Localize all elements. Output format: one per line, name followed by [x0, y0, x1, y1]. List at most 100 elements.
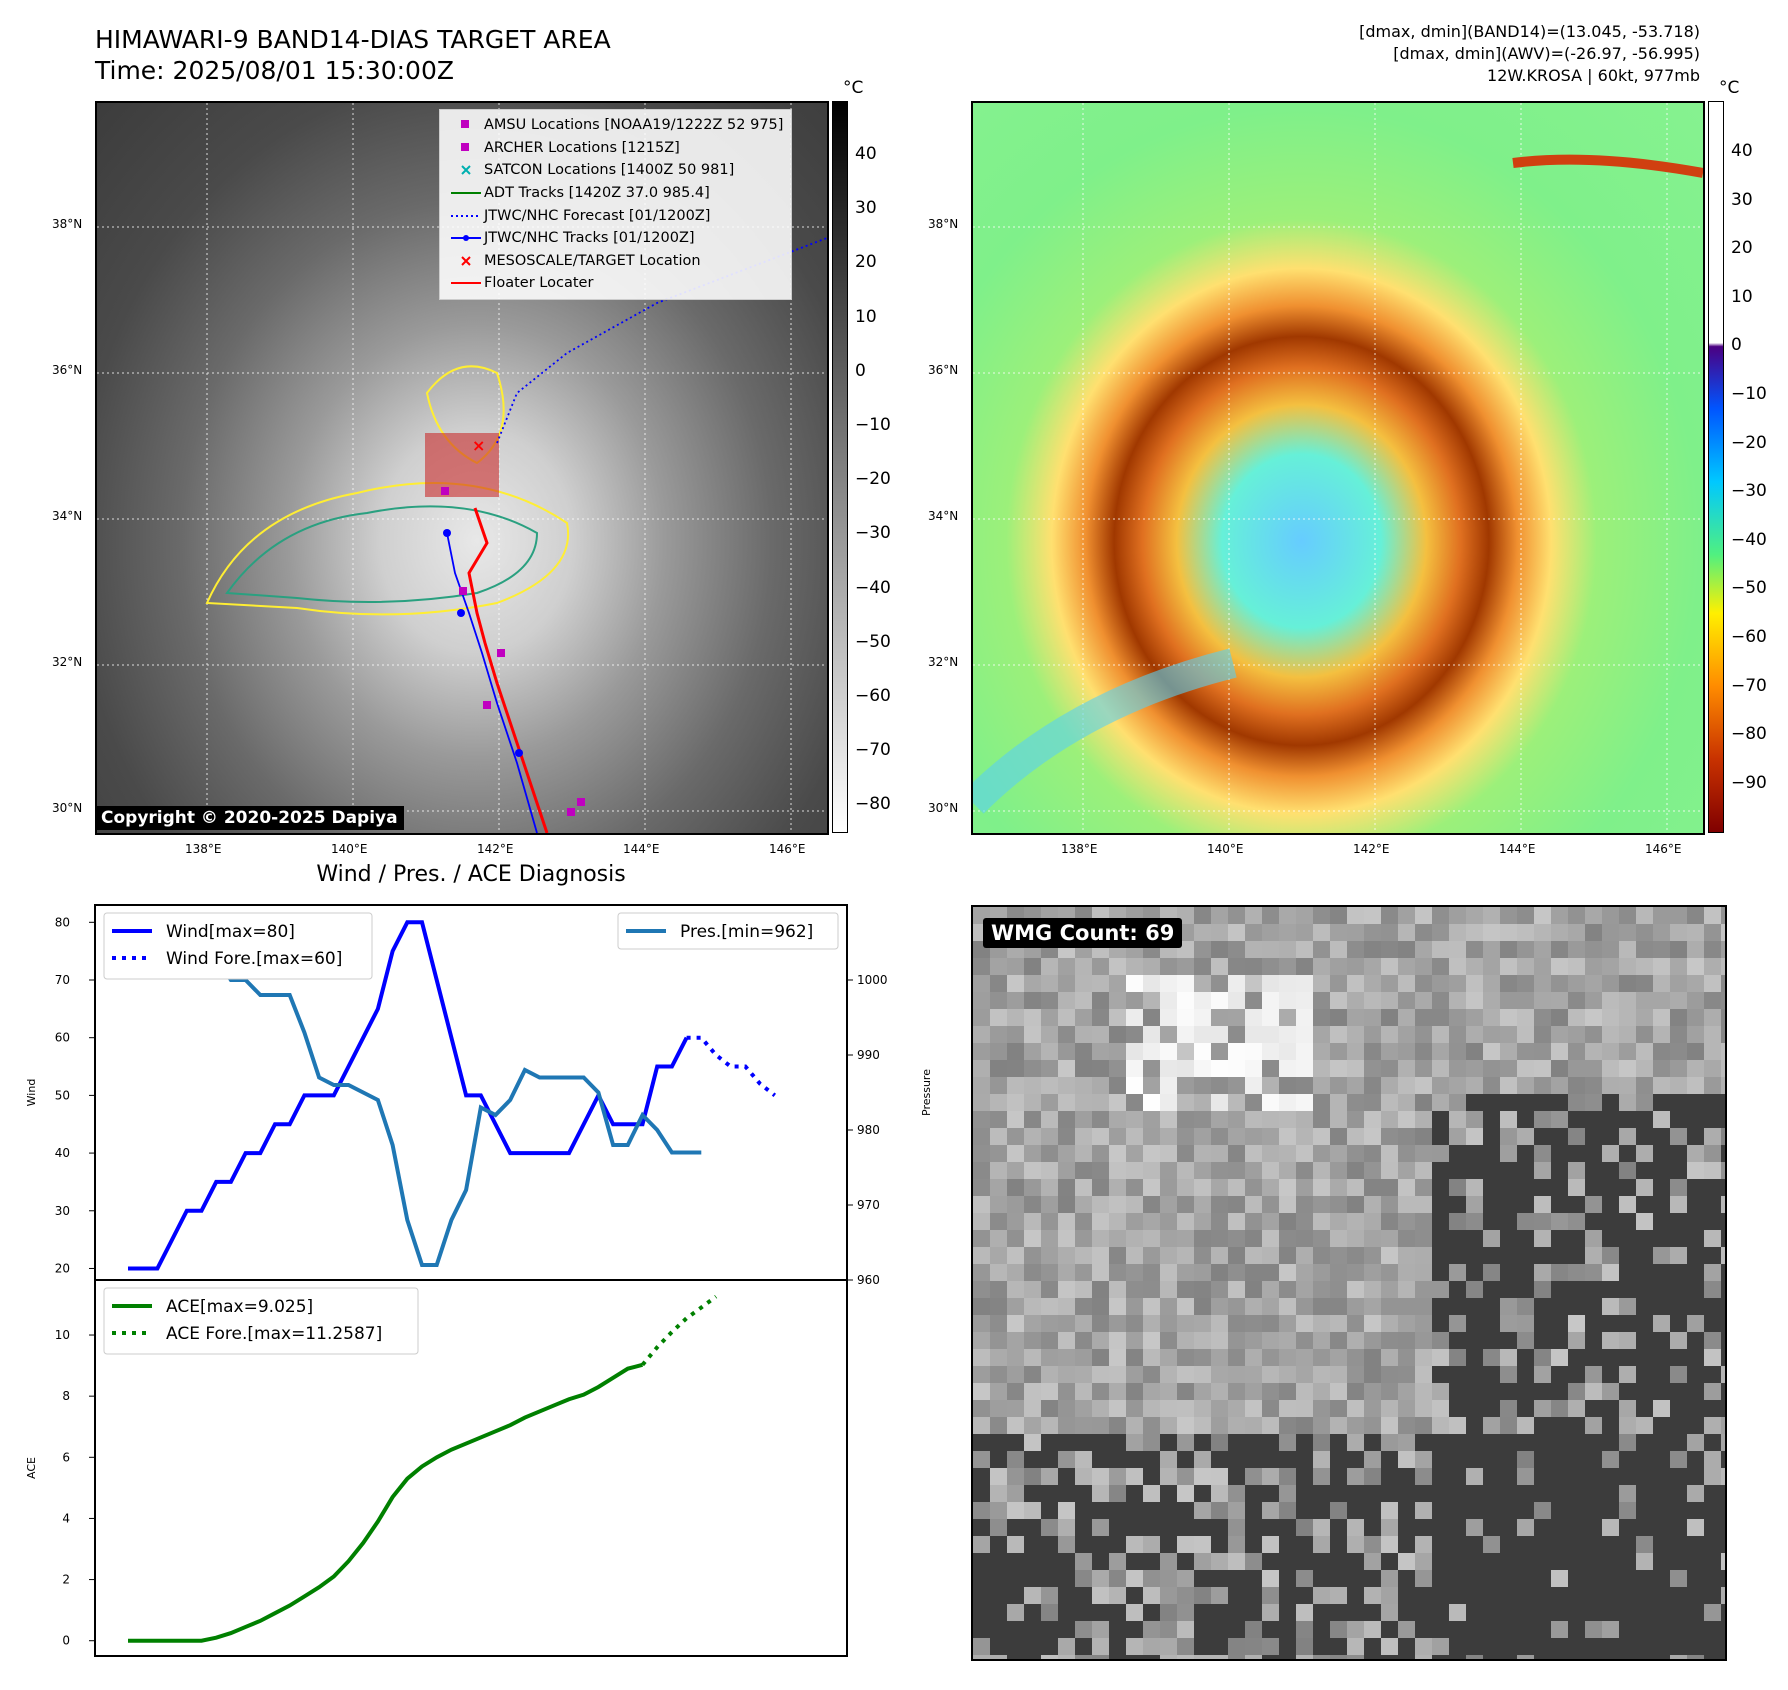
wmg-cell: [1551, 1009, 1568, 1026]
wmg-cell: [1483, 1536, 1500, 1553]
wmg-cell: [1551, 1621, 1568, 1638]
wmg-cell: [1143, 1128, 1160, 1145]
wmg-cell: [1483, 1179, 1500, 1196]
wmg-cell: [1330, 1383, 1347, 1400]
wmg-cell: [1279, 975, 1296, 992]
wmg-cell: [1687, 1502, 1704, 1519]
wmg-cell: [973, 1638, 990, 1655]
wmg-cell: [1126, 1111, 1143, 1128]
colorbar-tick-label: −50: [855, 631, 891, 652]
wmg-cell: [1483, 1162, 1500, 1179]
wmg-cell: [1007, 1213, 1024, 1230]
wmg-cell: [1585, 1451, 1602, 1468]
wmg-cell: [1670, 1128, 1687, 1145]
colorbar-tick-label: −60: [1731, 627, 1767, 647]
wmg-cell: [1109, 992, 1126, 1009]
wmg-cell: [1721, 1247, 1725, 1264]
wmg-cell: [1381, 1519, 1398, 1536]
wmg-cell: [1228, 1298, 1245, 1315]
wmg-cell: [1041, 975, 1058, 992]
wmg-cell: [1330, 1213, 1347, 1230]
wmg-cell: [1024, 1468, 1041, 1485]
wmg-cell: [1636, 1060, 1653, 1077]
wmg-cell: [1143, 1298, 1160, 1315]
wmg-cell: [1517, 1349, 1534, 1366]
wmg-cell: [1075, 1213, 1092, 1230]
wmg-cell: [1330, 1621, 1347, 1638]
wmg-cell: [1330, 1417, 1347, 1434]
wmg-cell: [1347, 1417, 1364, 1434]
wmg-cell: [1211, 1077, 1228, 1094]
wmg-cell: [1296, 1026, 1313, 1043]
wmg-cell: [1687, 1417, 1704, 1434]
wmg-cell: [1483, 1638, 1500, 1655]
wmg-cell: [1279, 1553, 1296, 1570]
wmg-cell: [1585, 1077, 1602, 1094]
wmg-cell: [1109, 1315, 1126, 1332]
wmg-cell: [1041, 1468, 1058, 1485]
wmg-cell: [1177, 1128, 1194, 1145]
wmg-cell: [1007, 1145, 1024, 1162]
wmg-cell: [1381, 1621, 1398, 1638]
wmg-cell: [1330, 1434, 1347, 1451]
wind-tick-label: 40: [55, 1146, 70, 1160]
wmg-cell: [1211, 1553, 1228, 1570]
wmg-cell: [1262, 1026, 1279, 1043]
wmg-cell: [1517, 1638, 1534, 1655]
wmg-cell: [1024, 1264, 1041, 1281]
wmg-cell: [1704, 1128, 1721, 1145]
wmg-cell: [1500, 1315, 1517, 1332]
wmg-cell: [1517, 1111, 1534, 1128]
wmg-cell: [1364, 1128, 1381, 1145]
wmg-cell: [1534, 1060, 1551, 1077]
wmg-cell: [1262, 1570, 1279, 1587]
legend-item-adt: ADT Tracks [1420Z 37.0 985.4]: [448, 182, 783, 205]
wmg-cell: [1568, 1451, 1585, 1468]
wmg-cell: [1313, 1213, 1330, 1230]
wmg-cell: [1670, 1298, 1687, 1315]
wmg-cell: [1279, 1655, 1296, 1659]
pressure-tick-label: 960: [857, 1273, 880, 1287]
wmg-cell: [1313, 1417, 1330, 1434]
wmg-cell: [1279, 1332, 1296, 1349]
wmg-cell: [1364, 1417, 1381, 1434]
wmg-cell: [1483, 1655, 1500, 1659]
wmg-cell: [1619, 1026, 1636, 1043]
wmg-cell: [1058, 1417, 1075, 1434]
wmg-cell: [1245, 1502, 1262, 1519]
wmg-cell: [1007, 1162, 1024, 1179]
wmg-cell: [1687, 1213, 1704, 1230]
wmg-cell: [1194, 1383, 1211, 1400]
wmg-cell: [1109, 1349, 1126, 1366]
wmg-cell: [1177, 1009, 1194, 1026]
wmg-cell: [1704, 1417, 1721, 1434]
wmg-cell: [1007, 1570, 1024, 1587]
wmg-cell: [1279, 1298, 1296, 1315]
wmg-cell: [1466, 1587, 1483, 1604]
wmg-cell: [1585, 1349, 1602, 1366]
wmg-cell: [1160, 1417, 1177, 1434]
wmg-cell: [973, 1621, 990, 1638]
wmg-cell: [1211, 1213, 1228, 1230]
wmg-cell: [1687, 1043, 1704, 1060]
wmg-cell: [1585, 1468, 1602, 1485]
wmg-cell: [1058, 1145, 1075, 1162]
wmg-cell: [1551, 1264, 1568, 1281]
wmg-cell: [1602, 1213, 1619, 1230]
wmg-cell: [1262, 1077, 1279, 1094]
wmg-cell: [1296, 1604, 1313, 1621]
wmg-cell: [1211, 1638, 1228, 1655]
wmg-cell: [1160, 1349, 1177, 1366]
wmg-cell: [1517, 1655, 1534, 1659]
wmg-cell: [1075, 1519, 1092, 1536]
wmg-cell: [1194, 975, 1211, 992]
wmg-cell: [990, 1621, 1007, 1638]
legend-item-mesoscale: MESOSCALE/TARGET Location: [448, 250, 783, 273]
wmg-cell: [990, 1332, 1007, 1349]
wmg-cell: [1653, 1502, 1670, 1519]
wmg-cell: [1704, 1264, 1721, 1281]
wmg-cell: [1330, 1587, 1347, 1604]
wmg-cell: [1194, 1264, 1211, 1281]
wmg-cell: [1143, 1332, 1160, 1349]
wmg-cell: [1619, 1502, 1636, 1519]
